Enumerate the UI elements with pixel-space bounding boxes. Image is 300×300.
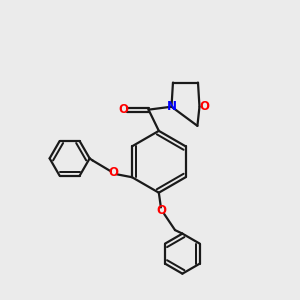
Text: N: N	[167, 100, 176, 112]
Text: O: O	[109, 166, 119, 179]
Text: O: O	[118, 103, 128, 116]
Text: O: O	[157, 205, 167, 218]
Text: O: O	[199, 100, 209, 112]
